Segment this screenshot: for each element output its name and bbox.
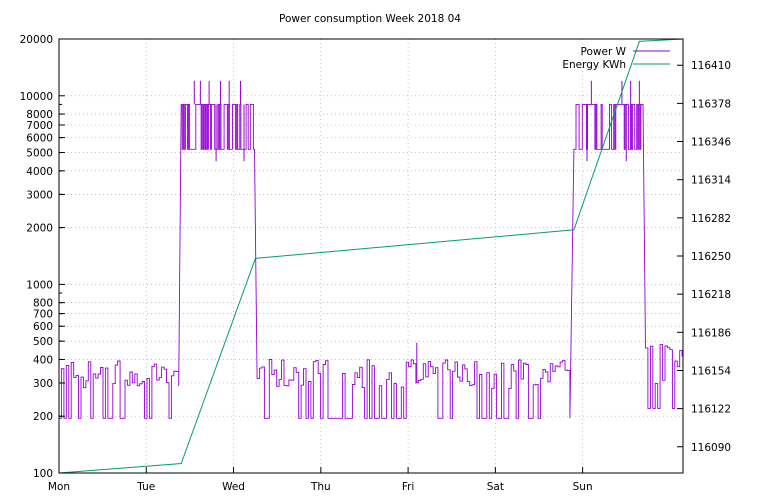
power-line (59, 103, 683, 419)
y-left-tick-label: 500 (33, 336, 53, 348)
y-right-tick-label: 116218 (691, 289, 731, 301)
y-left-tick-label: 10000 (20, 91, 53, 103)
y-left-tick-label: 200 (33, 411, 53, 423)
y-left-tick-label: 1000 (26, 279, 53, 291)
legend: Power W Energy KWh (562, 46, 670, 71)
x-tick-label: Tue (136, 481, 155, 493)
y-right-tick-label: 116282 (691, 213, 731, 225)
y-right-tick-label: 116154 (691, 365, 731, 377)
x-tick-label: Sat (487, 481, 504, 493)
legend-energy-label: Energy KWh (562, 59, 626, 71)
y-right-tick-label: 116346 (691, 137, 731, 149)
y-left-tick-label: 3000 (26, 189, 53, 201)
legend-power-label: Power W (581, 46, 627, 58)
y-left-tick-label: 700 (33, 309, 53, 321)
energy-line (58, 38, 684, 474)
y-right-tick-label: 116410 (691, 60, 731, 72)
y-left-tick-label: 4000 (26, 166, 53, 178)
y-left-tick-label: 20000 (20, 34, 53, 46)
y-right-tick-label: 116122 (691, 404, 731, 416)
y-left-tick-label: 5000 (26, 148, 53, 160)
y-right-tick-label: 116090 (691, 442, 731, 454)
y-left-tick-label: 300 (33, 378, 53, 390)
y-left-tick-label: 6000 (26, 133, 53, 145)
energy-series (58, 38, 684, 474)
x-tick-label: Mon (48, 481, 70, 493)
x-tick-label: Sun (573, 481, 593, 493)
x-tick-label: Fri (402, 481, 415, 493)
y-left-tick-label: 100 (33, 468, 53, 480)
y-right-tick-label: 116378 (691, 98, 731, 110)
power-series (59, 80, 683, 419)
y-right-tick-label: 116314 (691, 175, 731, 187)
y-left-tick-label: 800 (33, 298, 53, 310)
y-left-tick-label: 2000 (26, 223, 53, 235)
x-tick-label: Thu (310, 481, 331, 493)
y-left-tick-label: 600 (33, 321, 53, 333)
y-left-tick-label: 8000 (26, 109, 53, 121)
chart-title: Power consumption Week 2018 04 (279, 13, 461, 25)
y-right-tick-label: 116186 (691, 327, 731, 339)
y-left-tick-label: 7000 (26, 120, 53, 132)
y-left-tick-label: 400 (33, 354, 53, 366)
x-tick-label: Wed (222, 481, 245, 493)
y-right-tick-label: 116250 (691, 251, 731, 263)
